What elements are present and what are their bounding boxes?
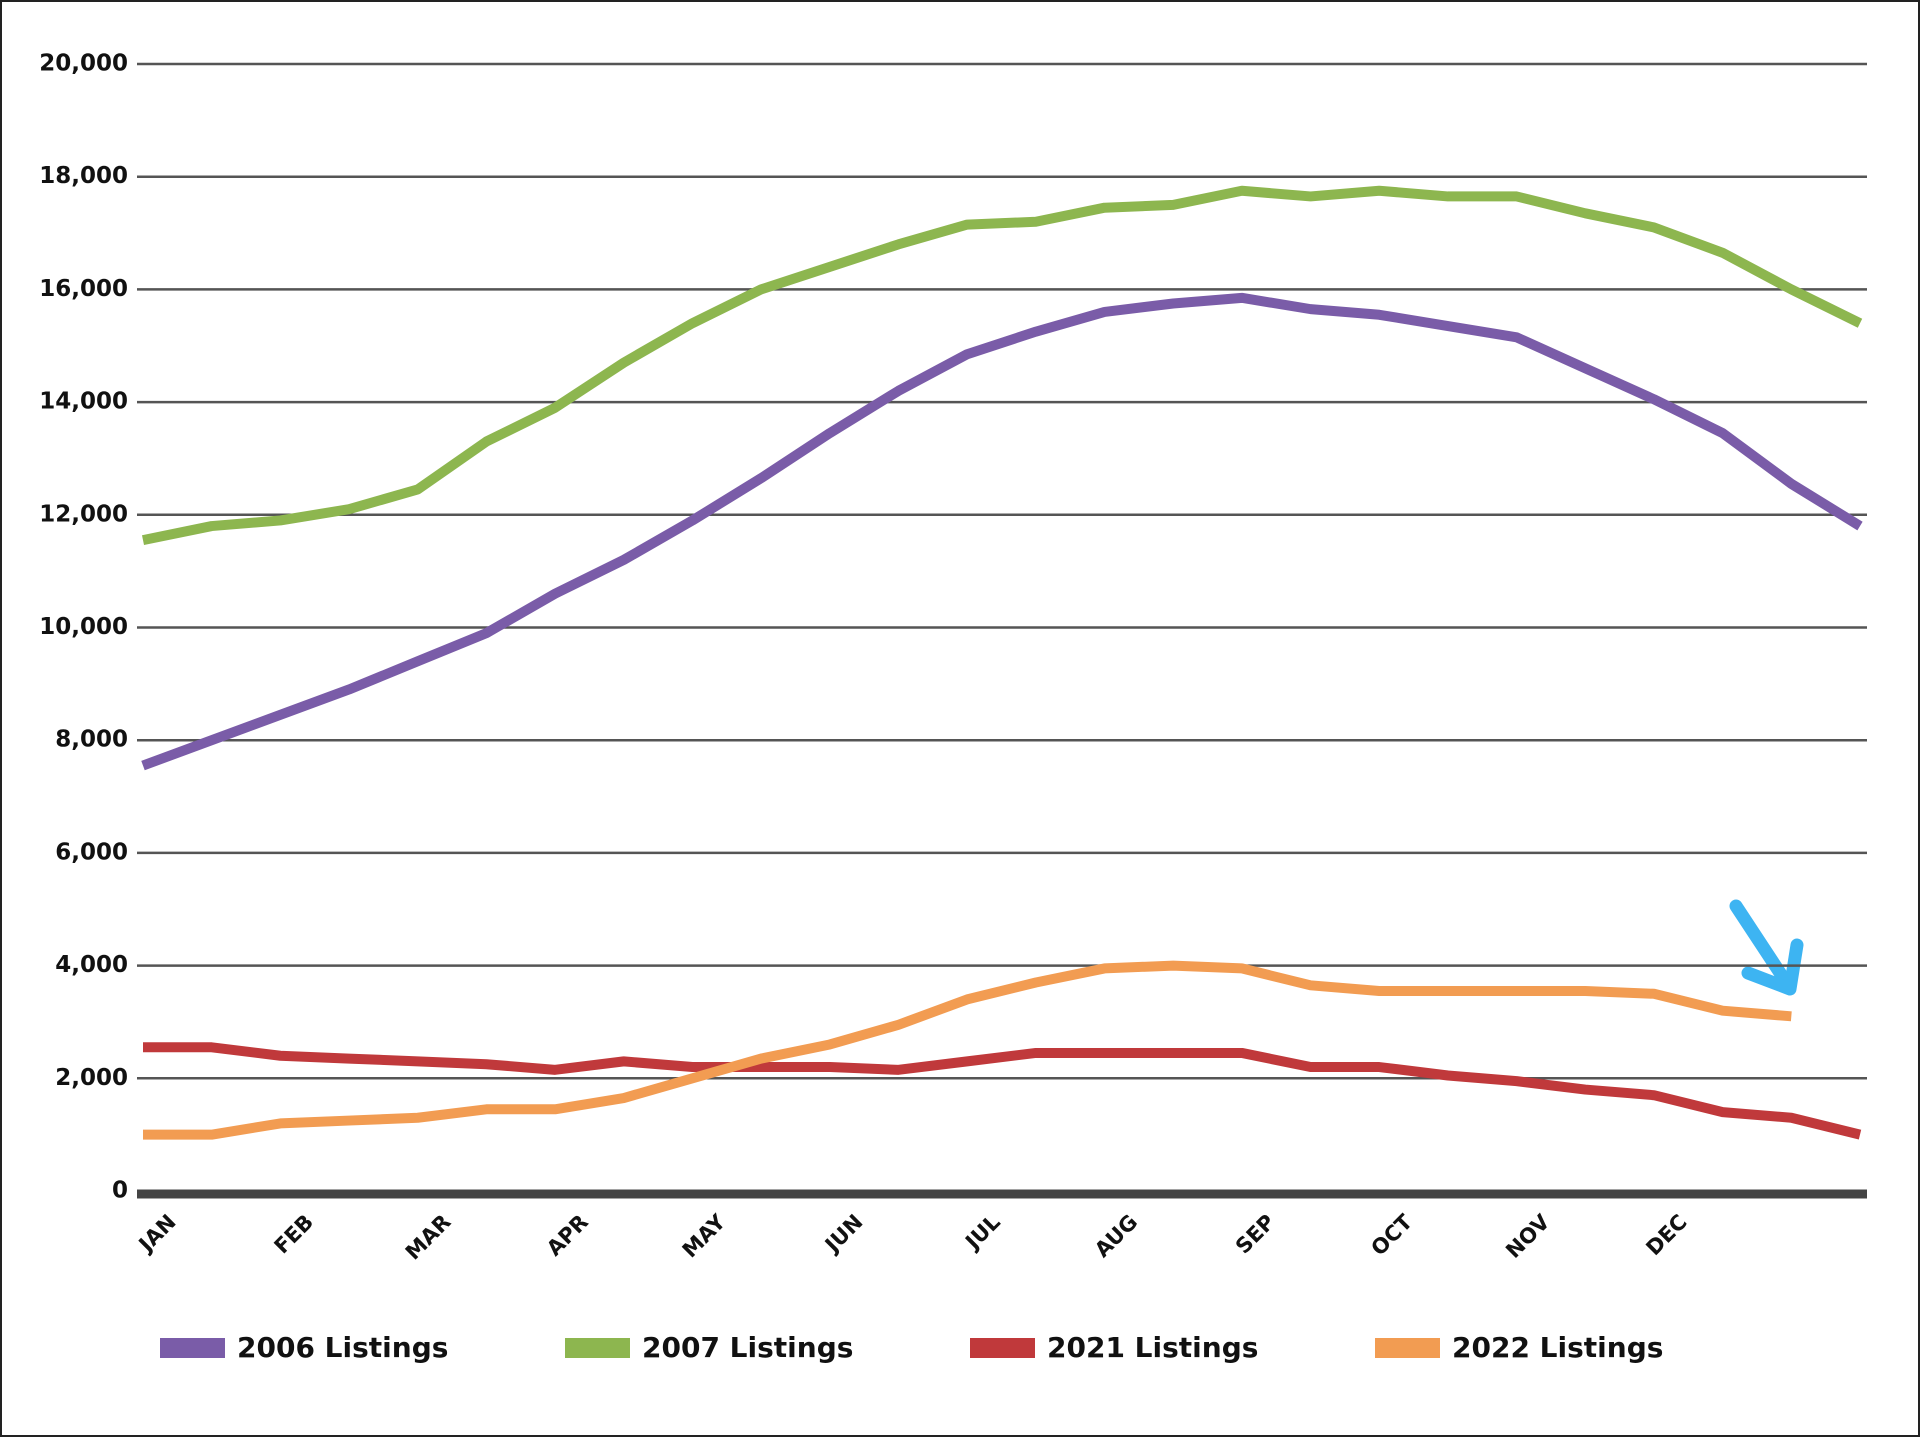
y-tick-label: 16,000 <box>39 276 128 302</box>
legend-label: 2021 Listings <box>1047 1331 1258 1364</box>
y-tick-label: 12,000 <box>39 501 128 527</box>
line-series <box>141 292 1863 771</box>
line-series <box>143 960 1792 1140</box>
y-tick-label: 8,000 <box>55 727 128 753</box>
y-tick-label: 20,000 <box>39 51 128 77</box>
arrow-annotation <box>1729 899 1804 996</box>
legend-swatch <box>160 1338 225 1358</box>
line-series <box>143 1042 1862 1140</box>
y-tick-label: 4,000 <box>55 952 128 978</box>
y-tick-label: 10,000 <box>39 614 128 640</box>
line-series <box>141 185 1863 546</box>
legend-label: 2022 Listings <box>1452 1331 1663 1364</box>
y-tick-label: 6,000 <box>55 839 128 865</box>
y-tick-label: 14,000 <box>39 389 128 415</box>
legend-swatch <box>1375 1338 1440 1358</box>
y-tick-label: 0 <box>112 1178 128 1204</box>
legend-swatch <box>970 1338 1035 1358</box>
y-tick-label: 2,000 <box>55 1065 128 1091</box>
legend-swatch <box>565 1338 630 1358</box>
legend-label: 2006 Listings <box>237 1331 448 1364</box>
legend-label: 2007 Listings <box>642 1331 853 1364</box>
y-tick-label: 18,000 <box>39 163 128 189</box>
